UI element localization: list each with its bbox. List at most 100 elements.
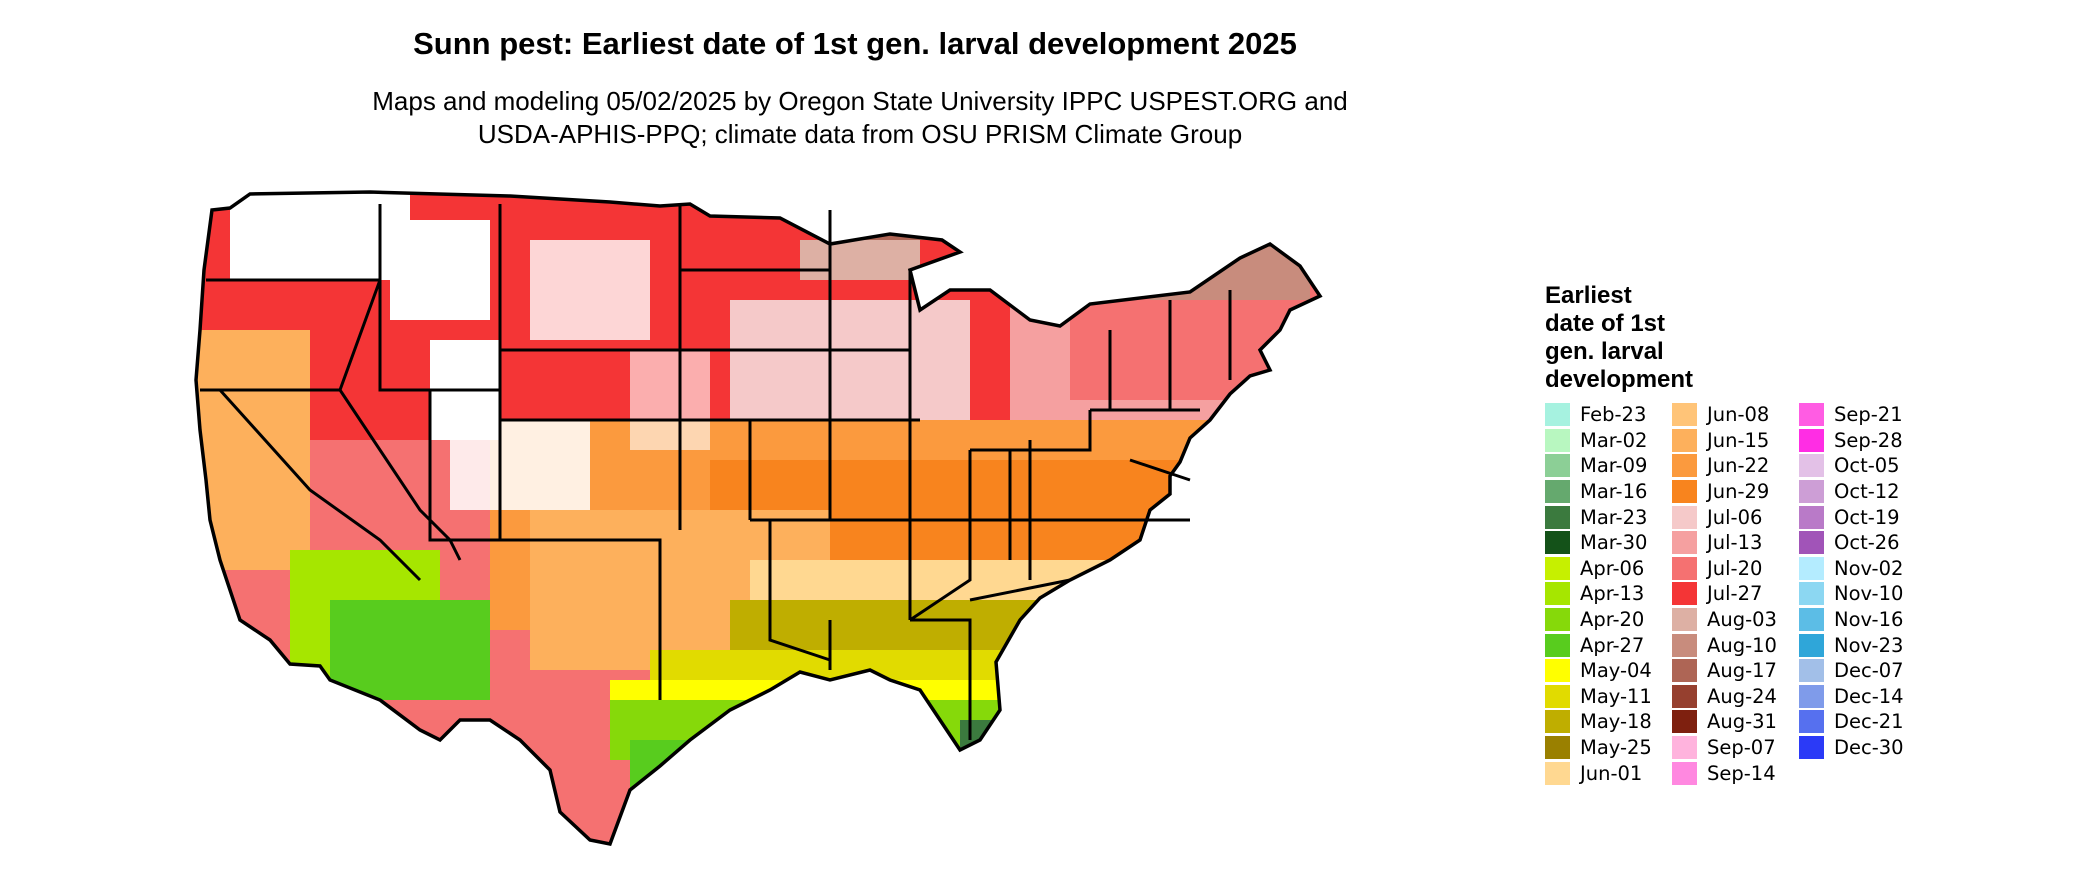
legend-swatch [1545, 531, 1570, 555]
legend-label: May-25 [1580, 736, 1652, 760]
legend-item: May-25 [1545, 735, 1652, 761]
legend-swatch [1672, 761, 1697, 785]
legend-label: Mar-23 [1580, 505, 1648, 529]
legend-swatch [1799, 505, 1824, 529]
legend-item: Apr-06 [1545, 556, 1652, 582]
legend-item: Aug-31 [1672, 709, 1777, 735]
legend-item: Jun-22 [1672, 453, 1777, 479]
legend-item: Sep-28 [1799, 428, 1904, 454]
legend-item: Jun-15 [1672, 428, 1777, 454]
legend-item: Jun-08 [1672, 402, 1777, 428]
legend-item: Mar-23 [1545, 504, 1652, 530]
legend-label: Aug-03 [1707, 608, 1777, 632]
legend-swatch [1799, 736, 1824, 760]
legend-label: May-18 [1580, 710, 1652, 734]
legend-label: Mar-30 [1580, 531, 1648, 555]
legend-title-line-2: date of 1st [1545, 310, 1666, 337]
legend-label: Jul-13 [1707, 531, 1763, 555]
legend-label: Aug-24 [1707, 684, 1777, 708]
legend-item: Sep-07 [1672, 735, 1777, 761]
legend-item: Nov-16 [1799, 607, 1904, 633]
map-fill-zones [196, 192, 1320, 844]
legend-swatch [1799, 403, 1824, 427]
legend-item: Mar-16 [1545, 479, 1652, 505]
legend-label: Jul-06 [1707, 505, 1763, 529]
legend-label: Nov-10 [1834, 582, 1904, 606]
legend-label: Dec-07 [1834, 659, 1904, 683]
legend-swatch [1545, 608, 1570, 632]
legend-label: Oct-19 [1834, 505, 1900, 529]
legend-swatch [1672, 684, 1697, 708]
legend-swatch [1672, 556, 1697, 580]
legend-item: Aug-10 [1672, 632, 1777, 658]
legend-label: Nov-02 [1834, 556, 1904, 580]
legend-label: Aug-31 [1707, 710, 1777, 734]
legend-swatch [1545, 659, 1570, 683]
legend-swatch [1672, 633, 1697, 657]
legend-item: Oct-19 [1799, 504, 1904, 530]
legend-swatch [1672, 531, 1697, 555]
legend-swatch [1545, 633, 1570, 657]
legend-item: Aug-24 [1672, 684, 1777, 710]
legend-item: Apr-27 [1545, 632, 1652, 658]
legend-item: Mar-30 [1545, 530, 1652, 556]
legend-swatch [1799, 480, 1824, 504]
legend-item: Jul-20 [1672, 556, 1777, 582]
legend-label: Oct-12 [1834, 480, 1900, 504]
legend-swatch [1799, 582, 1824, 606]
legend-column-1: Feb-23 Mar-02 Mar-09 Mar-16 Mar-23 Mar-30 Apr-… [1545, 402, 1652, 786]
legend-item: Mar-09 [1545, 453, 1652, 479]
legend-label: Nov-23 [1834, 633, 1904, 657]
legend-swatch [1672, 428, 1697, 452]
legend-label: Jun-22 [1707, 454, 1770, 478]
legend-column-3: Sep-21 Sep-28 Oct-05 Oct-12 Oct-19 Oct-26 Nov-… [1799, 402, 1904, 760]
legend-item: Aug-03 [1672, 607, 1777, 633]
legend-swatch [1545, 710, 1570, 734]
legend-swatch [1799, 710, 1824, 734]
legend-swatch [1672, 454, 1697, 478]
legend-swatch [1799, 454, 1824, 478]
legend-item: Mar-02 [1545, 428, 1652, 454]
legend-item: Dec-07 [1799, 658, 1904, 684]
legend-label: Jun-29 [1707, 480, 1770, 504]
legend-label: Sep-21 [1834, 403, 1903, 427]
legend-item: Aug-17 [1672, 658, 1777, 684]
legend-swatch [1545, 582, 1570, 606]
legend-label: Sep-28 [1834, 428, 1903, 452]
legend-item: Sep-21 [1799, 402, 1904, 428]
legend-item: Oct-05 [1799, 453, 1904, 479]
legend-label: Aug-17 [1707, 659, 1777, 683]
legend-label: Apr-27 [1580, 633, 1645, 657]
legend-swatch [1799, 556, 1824, 580]
legend-label: Dec-21 [1834, 710, 1904, 734]
legend-item: Dec-14 [1799, 684, 1904, 710]
legend-swatch [1545, 480, 1570, 504]
legend-label: May-11 [1580, 684, 1652, 708]
legend-item: Nov-10 [1799, 581, 1904, 607]
map-subtitle: Maps and modeling 05/02/2025 by Oregon S… [310, 85, 1410, 151]
state-borders [200, 204, 1232, 740]
legend-label: Apr-13 [1580, 582, 1645, 606]
subtitle-line-1: Maps and modeling 05/02/2025 by Oregon S… [372, 86, 1348, 116]
legend-label: Aug-10 [1707, 633, 1777, 657]
legend-label: Mar-09 [1580, 454, 1648, 478]
legend-item: Apr-20 [1545, 607, 1652, 633]
legend-label: Jun-15 [1707, 428, 1770, 452]
subtitle-line-2: USDA-APHIS-PPQ; climate data from OSU PR… [477, 119, 1243, 149]
legend-item: May-18 [1545, 709, 1652, 735]
legend-swatch [1545, 505, 1570, 529]
legend-swatch [1672, 608, 1697, 632]
legend-swatch [1545, 403, 1570, 427]
legend-label: Jun-08 [1707, 403, 1770, 427]
legend-swatch [1672, 582, 1697, 606]
legend-swatch [1799, 659, 1824, 683]
legend-swatch [1672, 403, 1697, 427]
legend-swatch [1672, 710, 1697, 734]
legend-swatch [1545, 428, 1570, 452]
legend-item: Jun-29 [1672, 479, 1777, 505]
legend-item: Dec-21 [1799, 709, 1904, 735]
legend-item: Jul-06 [1672, 504, 1777, 530]
legend-swatch [1545, 454, 1570, 478]
legend-item: May-04 [1545, 658, 1652, 684]
legend-item: Jul-13 [1672, 530, 1777, 556]
